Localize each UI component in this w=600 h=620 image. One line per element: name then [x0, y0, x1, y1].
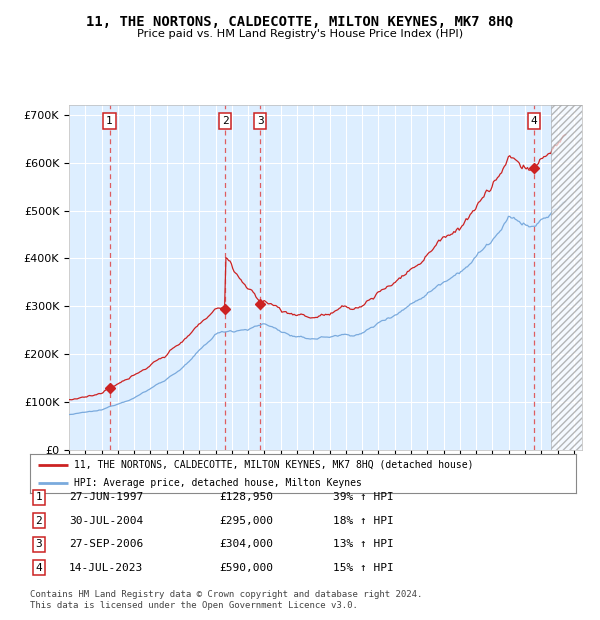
- Text: 14-JUL-2023: 14-JUL-2023: [69, 563, 143, 573]
- Text: 27-JUN-1997: 27-JUN-1997: [69, 492, 143, 502]
- Text: 13% ↑ HPI: 13% ↑ HPI: [333, 539, 394, 549]
- Text: 11, THE NORTONS, CALDECOTTE, MILTON KEYNES, MK7 8HQ (detached house): 11, THE NORTONS, CALDECOTTE, MILTON KEYN…: [74, 460, 473, 470]
- Text: 18% ↑ HPI: 18% ↑ HPI: [333, 516, 394, 526]
- Text: £304,000: £304,000: [219, 539, 273, 549]
- Text: 3: 3: [257, 116, 263, 126]
- Text: 4: 4: [35, 563, 43, 573]
- Text: HPI: Average price, detached house, Milton Keynes: HPI: Average price, detached house, Milt…: [74, 477, 362, 487]
- Text: Contains HM Land Registry data © Crown copyright and database right 2024.
This d: Contains HM Land Registry data © Crown c…: [30, 590, 422, 609]
- Text: Price paid vs. HM Land Registry's House Price Index (HPI): Price paid vs. HM Land Registry's House …: [137, 29, 463, 39]
- Text: 30-JUL-2004: 30-JUL-2004: [69, 516, 143, 526]
- Text: 15% ↑ HPI: 15% ↑ HPI: [333, 563, 394, 573]
- Text: 4: 4: [530, 116, 537, 126]
- Text: 2: 2: [221, 116, 229, 126]
- Text: 2: 2: [35, 516, 43, 526]
- Text: 1: 1: [35, 492, 43, 502]
- Text: 39% ↑ HPI: 39% ↑ HPI: [333, 492, 394, 502]
- Text: £128,950: £128,950: [219, 492, 273, 502]
- Text: 11, THE NORTONS, CALDECOTTE, MILTON KEYNES, MK7 8HQ: 11, THE NORTONS, CALDECOTTE, MILTON KEYN…: [86, 16, 514, 30]
- Text: 1: 1: [106, 116, 113, 126]
- Bar: [551, 105, 582, 450]
- Text: £590,000: £590,000: [219, 563, 273, 573]
- Text: 27-SEP-2006: 27-SEP-2006: [69, 539, 143, 549]
- Text: £295,000: £295,000: [219, 516, 273, 526]
- Text: 3: 3: [35, 539, 43, 549]
